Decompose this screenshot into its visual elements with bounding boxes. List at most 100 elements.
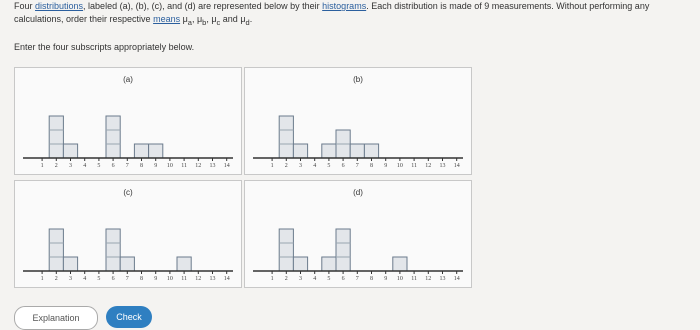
tick-label: 8 [370, 276, 373, 282]
histogram-panel: (d) 1 2 3 4 5 6 7 8 9 10 11 12 13 14 [244, 180, 472, 288]
tick-label: 11 [411, 276, 417, 282]
panel-label: (d) [353, 188, 363, 197]
tick-label: 3 [299, 163, 302, 169]
tick-label: 10 [397, 163, 403, 169]
tick-label: 5 [327, 276, 330, 282]
tick-label: 7 [126, 163, 129, 169]
histogram-panel: (a) 1 2 3 4 5 6 7 8 9 10 11 12 13 14 [14, 67, 242, 175]
bar [321, 143, 337, 159]
bar [321, 256, 337, 272]
tick-label: 12 [195, 276, 201, 282]
explanation-button[interactable]: Explanation [14, 306, 98, 330]
tick-label: 1 [271, 276, 274, 282]
tick-label: 11 [411, 163, 417, 169]
tick-label: 2 [285, 276, 288, 282]
bar [292, 256, 309, 272]
tick-label: 13 [440, 276, 446, 282]
bar [48, 115, 64, 159]
subscript: c [216, 17, 221, 27]
tick-label: 9 [154, 163, 157, 169]
tick-label: 14 [454, 163, 460, 169]
tick-label: 1 [41, 276, 44, 282]
tick-label: 8 [140, 163, 143, 169]
histogram: (a)1 2 3 4 5 6 7 8 9 10 11 12 13 14 [23, 75, 233, 169]
tick-label: 9 [384, 276, 387, 282]
tick-label: 9 [384, 163, 387, 169]
bar [278, 228, 294, 272]
tick-label: 13 [440, 163, 446, 169]
separator: , [191, 14, 197, 24]
tick-label: 5 [97, 276, 100, 282]
panel-label: (c) [123, 188, 133, 197]
histogram: (d)1 2 3 4 5 6 7 8 9 10 11 12 13 14 [253, 188, 463, 282]
tick-label: 6 [112, 163, 115, 169]
bar [119, 256, 135, 272]
bar [363, 143, 380, 159]
link: means [153, 14, 181, 24]
separator: . [249, 14, 253, 24]
bar [105, 228, 121, 272]
bar [335, 228, 351, 272]
bar [176, 256, 192, 272]
histogram: (b)1 2 3 4 5 6 7 8 9 10 11 12 13 14 [253, 75, 463, 169]
tick-label: 12 [425, 163, 431, 169]
histogram-panel: (b) 1 2 3 4 5 6 7 8 9 10 11 12 13 14 [244, 67, 472, 175]
separator: and [220, 14, 241, 24]
tick-label: 12 [425, 276, 431, 282]
bar [62, 256, 79, 272]
tick-label: 7 [126, 276, 129, 282]
tick-label: 3 [69, 276, 72, 282]
tick-label: 5 [327, 163, 330, 169]
tick-label: 10 [167, 276, 173, 282]
text: , labeled (a), (b), (c), and (d) are rep… [83, 1, 323, 11]
tick-label: 4 [83, 163, 86, 169]
tick-label: 6 [112, 276, 115, 282]
link: histograms [322, 1, 367, 11]
bar [105, 115, 121, 159]
tick-label: 7 [356, 163, 359, 169]
bar [278, 115, 294, 159]
panel-label: (a) [123, 75, 133, 84]
tick-label: 13 [210, 163, 216, 169]
tick-label: 10 [167, 163, 173, 169]
tick-label: 1 [271, 163, 274, 169]
tick-label: 3 [69, 163, 72, 169]
tick-label: 8 [370, 163, 373, 169]
tick-label: 14 [224, 163, 230, 169]
link: distributions [35, 1, 84, 11]
tick-label: 11 [181, 163, 187, 169]
bar [48, 228, 64, 272]
bar [349, 143, 365, 159]
tick-label: 11 [181, 276, 187, 282]
tick-label: 2 [285, 163, 288, 169]
tick-label: 2 [55, 276, 58, 282]
symbol: μ [240, 14, 246, 24]
subscript: d [245, 17, 250, 27]
bar [62, 143, 79, 159]
bar [392, 256, 408, 272]
tick-label: 7 [356, 276, 359, 282]
tick-label: 5 [97, 163, 100, 169]
tick-label: 3 [299, 276, 302, 282]
symbol: μ [182, 14, 188, 24]
histogram: (c)1 2 3 4 5 6 7 8 9 10 11 12 13 14 [23, 188, 233, 282]
tick-label: 6 [342, 163, 345, 169]
check-button[interactable]: Check [106, 306, 152, 328]
tick-label: 14 [454, 276, 460, 282]
text: . Each distribution is made of 9 measure… [14, 1, 650, 24]
panel-label: (b) [353, 75, 363, 84]
tick-label: 6 [342, 276, 345, 282]
symbol: μ [211, 14, 217, 24]
symbol: μ [196, 14, 203, 24]
subscript: b [202, 17, 207, 27]
tick-label: 4 [83, 276, 86, 282]
tick-label: 4 [313, 276, 316, 282]
separator: , [206, 14, 212, 24]
subscript: a [187, 17, 192, 27]
prompt: Four distributions, labeled (a), (b), (c… [14, 0, 694, 29]
tick-label: 12 [195, 163, 201, 169]
histogram-panel: (c) 1 2 3 4 5 6 7 8 9 10 11 12 13 14 [14, 180, 242, 288]
tick-label: 9 [154, 276, 157, 282]
text: Four [14, 1, 36, 11]
